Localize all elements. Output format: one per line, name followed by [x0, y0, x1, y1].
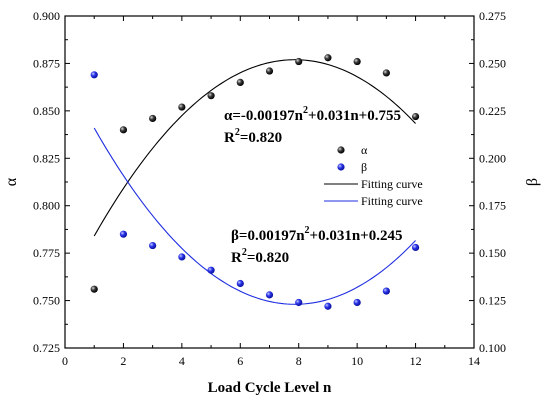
beta-data-point [265, 291, 274, 299]
alpha-data-point [324, 54, 332, 62]
x-tick-label: 0 [62, 354, 68, 368]
alpha-data-point [207, 92, 215, 100]
x-tick-label: 2 [120, 354, 126, 368]
beta-data-point [178, 253, 186, 261]
alpha-data-point [353, 57, 361, 66]
beta-data-point [324, 302, 332, 310]
x-tick-label: 4 [179, 354, 185, 368]
beta-equation: β=0.00197n2+0.031n+0.245 [231, 225, 402, 244]
beta-fitting-curve [93, 127, 416, 305]
x-axis-title: Load Cycle Level n [208, 380, 332, 396]
x-tick-label: 14 [468, 354, 480, 368]
alpha-data-point [295, 57, 303, 66]
y-left-tick-label: 0.850 [33, 104, 60, 118]
y-right-tick-label: 0.100 [479, 341, 506, 355]
y-axis-right-title: β [524, 178, 541, 186]
y-left-tick-label: 0.775 [33, 246, 60, 260]
alpha-data-point [149, 114, 157, 123]
y-right-tick-label: 0.200 [479, 151, 506, 165]
y-left-tick-label: 0.825 [33, 151, 60, 165]
legend-label: Fitting curve [361, 194, 423, 208]
alpha-data-point [236, 78, 244, 86]
y-right-tick-label: 0.150 [479, 246, 506, 260]
alpha-equation: α=-0.00197n2+0.031n+0.755 [224, 105, 401, 124]
x-tick-label: 6 [237, 354, 243, 368]
alpha-r-squared: R2=0.820 [224, 127, 282, 146]
alpha-fitting-curve [93, 59, 416, 237]
y-left-tick-label: 0.875 [33, 56, 60, 70]
beta-data-point [353, 298, 361, 307]
legend-label: β [361, 160, 367, 174]
data-points-layer [90, 54, 420, 310]
legend-label: α [361, 143, 368, 157]
legend: αβ Fitting curve Fitting curve [324, 143, 423, 208]
y-right-tick-label: 0.175 [479, 199, 506, 213]
y-left-tick-label: 0.800 [33, 199, 60, 213]
legend-marker [337, 146, 345, 154]
beta-data-point [236, 279, 244, 288]
y-left-tick-label: 0.900 [33, 9, 60, 23]
alpha-data-point [119, 126, 128, 134]
ticks-layer: 0 2 4 6 8 10 12 14 0.725 0.750 0.775 0.800 0.825 0.85… [33, 9, 506, 368]
x-tick-label: 8 [296, 354, 302, 368]
legend-marker [337, 163, 345, 171]
y-right-tick-label: 0.125 [479, 294, 506, 308]
beta-data-point [382, 287, 390, 295]
beta-data-point [119, 230, 128, 238]
alpha-data-point [178, 103, 186, 111]
y-axis-left-title: α [3, 177, 20, 186]
y-right-tick-label: 0.275 [479, 9, 506, 23]
alpha-data-point [90, 285, 98, 293]
beta-data-point [295, 298, 303, 307]
y-right-tick-label: 0.225 [479, 104, 506, 118]
y-right-tick-label: 0.250 [479, 56, 506, 70]
y-left-tick-label: 0.750 [33, 294, 60, 308]
alpha-data-point [411, 112, 420, 121]
beta-r-squared: R2=0.820 [231, 247, 289, 266]
alpha-data-point [265, 67, 274, 75]
fit-curves-layer [93, 59, 416, 305]
beta-data-point [411, 243, 420, 252]
beta-data-point [90, 71, 98, 79]
x-tick-label: 10 [351, 354, 363, 368]
y-left-tick-label: 0.725 [33, 341, 60, 355]
beta-data-point [207, 266, 215, 274]
legend-label: Fitting curve [361, 177, 423, 191]
alpha-data-point [382, 69, 390, 77]
x-tick-label: 12 [410, 354, 422, 368]
beta-data-point [149, 241, 157, 250]
